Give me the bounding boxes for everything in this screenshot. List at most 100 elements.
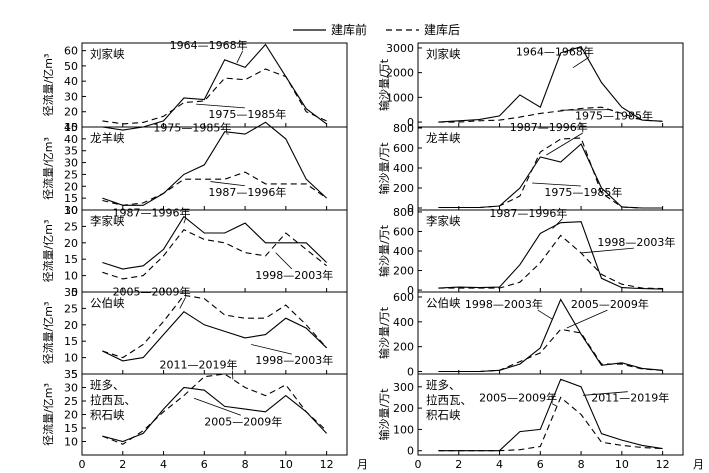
y-tick-label: 200 <box>393 265 414 278</box>
y-tick-label: 400 <box>393 316 414 329</box>
y-axis-label: 径流量/亿m³ <box>41 383 55 446</box>
panel-left-0: 10 20 30 40 50 60 径流量/亿m³ 刘家峡 1964—1968年 1975—198… <box>41 38 348 134</box>
station-label: 李家峡 <box>426 214 461 228</box>
y-axis-label: 输沙量/万t <box>377 224 391 277</box>
annotation-leader <box>193 397 241 416</box>
period-annotation: 1987—1996年 <box>510 120 588 134</box>
y-tick-label: 10 <box>64 352 78 365</box>
period-annotation: 1987—1996年 <box>208 185 286 199</box>
annotation-leader <box>552 218 563 229</box>
period-annotation: 2005—2009年 <box>479 391 557 405</box>
period-annotation: 2011—2019年 <box>591 391 669 405</box>
y-tick-label: 50 <box>64 60 78 73</box>
y-axis-label: 径流量/亿m³ <box>41 302 55 365</box>
period-annotation: 1987—1996年 <box>113 206 191 220</box>
y-tick-label: 400 <box>393 162 414 175</box>
annotation-leader <box>236 50 244 64</box>
period-annotation: 1975—1985年 <box>153 121 231 135</box>
y-tick-label: 1000 <box>386 91 414 104</box>
annotation-leader <box>179 297 186 309</box>
y-tick-label: 100 <box>393 423 414 436</box>
series-line-solid <box>102 310 327 362</box>
series-line-dashed <box>102 294 328 359</box>
annotation-leader <box>546 132 583 156</box>
annotation-leader <box>196 103 245 109</box>
legend: 建库前 建库后 <box>293 22 460 37</box>
series-line-dashed <box>102 68 327 125</box>
x-tick-label: 8 <box>578 458 585 471</box>
period-annotation: 1964—1968年 <box>170 38 248 52</box>
y-tick-label: 30 <box>64 157 78 170</box>
series-line-solid <box>102 386 327 443</box>
y-tick-label: 0 <box>407 284 414 297</box>
series-line-solid <box>102 43 327 131</box>
period-annotation: 2005—2009年 <box>113 284 191 298</box>
x-tick-label: 12 <box>656 458 670 471</box>
annotation-leader <box>537 309 553 320</box>
y-tick-label: 20 <box>64 237 78 250</box>
station-label: 刘家峡 <box>426 47 461 61</box>
series-line-dashed <box>438 106 663 123</box>
period-annotation: 1998—2003年 <box>465 297 543 311</box>
y-axis-label: 输沙量/万t <box>377 306 391 359</box>
y-tick-label: 600 <box>393 142 414 155</box>
y-tick-label: 60 <box>64 45 78 58</box>
series-line-dashed <box>102 229 327 280</box>
y-tick-label: 30 <box>64 286 78 299</box>
station-label: 积石峡 <box>426 408 461 422</box>
series-line-dashed <box>438 396 663 452</box>
period-annotation: 1998—2003年 <box>255 268 333 282</box>
y-tick-label: 5 <box>71 286 78 299</box>
period-annotation: 2005—2009年 <box>204 414 282 428</box>
series-line-dashed <box>102 373 327 445</box>
y-tick-label: 5 <box>71 368 78 381</box>
y-tick-label: 200 <box>393 402 414 415</box>
period-annotation: 1964—1968年 <box>516 44 594 58</box>
y-tick-label: 15 <box>64 192 78 205</box>
y-tick-label: 30 <box>64 204 78 217</box>
x-tick-label: 12 <box>320 458 334 471</box>
y-tick-label: 20 <box>64 180 78 193</box>
period-annotation: 2005—2009年 <box>571 297 649 311</box>
station-label: 公伯峡 <box>90 296 125 310</box>
annotation-leader <box>183 218 186 224</box>
y-tick-label: 200 <box>393 182 414 195</box>
y-tick-label: 35 <box>64 145 78 158</box>
series-line-solid <box>438 46 663 123</box>
legend-after-label: 建库后 <box>424 22 460 37</box>
period-annotation: 1998—2003年 <box>597 235 675 249</box>
series-line-solid <box>438 221 663 290</box>
y-tick-label: 10 <box>64 204 78 217</box>
panel-right-4: 0 100 200 300 0 2 4 6 8 10 12 月 输沙量/万t 班多、拉西瓦、积石峡 2005… <box>377 373 704 471</box>
y-axis-label: 输沙量/万t <box>377 388 391 441</box>
station-label: 龙羊峡 <box>90 131 125 145</box>
y-tick-label: 40 <box>64 75 78 88</box>
x-tick-label: 4 <box>160 458 167 471</box>
y-tick-label: 800 <box>393 122 414 135</box>
y-tick-label: 15 <box>64 253 78 266</box>
x-tick-label: 10 <box>279 458 293 471</box>
y-tick-label: 0 <box>407 366 414 379</box>
y-tick-label: 400 <box>393 245 414 258</box>
y-tick-label: 20 <box>64 319 78 332</box>
y-tick-label: 2000 <box>386 67 414 80</box>
x-unit-label: 月 <box>693 458 704 471</box>
y-tick-label: 0 <box>407 445 414 458</box>
series-line-solid <box>438 378 663 452</box>
y-tick-label: 800 <box>393 206 414 219</box>
annotation-leader <box>251 344 292 355</box>
series-line-solid <box>102 215 327 270</box>
x-tick-label: 6 <box>537 458 544 471</box>
x-unit-label: 月 <box>357 458 368 471</box>
y-tick-label: 600 <box>393 225 414 238</box>
y-tick-label: 200 <box>393 341 414 354</box>
period-annotation: 1987—1996年 <box>489 206 567 220</box>
station-label: 公伯峡 <box>426 296 461 310</box>
y-tick-label: 40 <box>64 133 78 146</box>
annotation-leader <box>560 109 612 111</box>
